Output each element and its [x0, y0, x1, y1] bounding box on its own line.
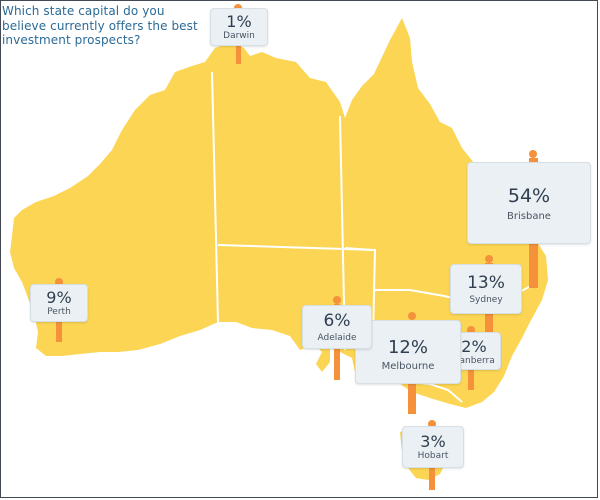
- perth-label: Perth: [47, 307, 71, 317]
- sydney-percent: 13%: [467, 273, 505, 293]
- adelaide-label: Adelaide: [317, 333, 357, 343]
- melbourne-label: Melbourne: [381, 361, 435, 372]
- adelaide-pin: [333, 296, 341, 304]
- mainland-shape: [10, 18, 548, 408]
- melbourne-percent: 12%: [387, 337, 428, 358]
- melbourne-pin: [408, 312, 416, 320]
- canberra-percent: 2%: [461, 337, 487, 356]
- sydney-label: Sydney: [469, 295, 503, 305]
- canberra-label: Canberra: [453, 356, 495, 366]
- brisbane-percent: 54%: [507, 185, 551, 207]
- darwin-percent: 1%: [226, 12, 252, 31]
- melbourne-callout: 12% Melbourne: [355, 320, 461, 384]
- hobart-callout: 3% Hobart: [402, 426, 464, 468]
- brisbane-label: Brisbane: [507, 211, 551, 222]
- darwin-label: Darwin: [223, 31, 255, 41]
- brisbane-pin: [529, 150, 537, 158]
- sydney-pin: [485, 255, 493, 263]
- brisbane-callout: 54% Brisbane: [467, 162, 591, 244]
- hobart-percent: 3%: [420, 432, 446, 451]
- darwin-callout: 1% Darwin: [210, 8, 268, 46]
- canberra-pin: [467, 326, 475, 334]
- adelaide-percent: 6%: [323, 311, 351, 331]
- survey-question: Which state capital do you believe curre…: [2, 4, 198, 47]
- hobart-label: Hobart: [417, 451, 449, 461]
- hobart-pin: [428, 420, 436, 428]
- perth-pin: [55, 278, 63, 286]
- perth-percent: 9%: [46, 288, 72, 307]
- sydney-callout: 13% Sydney: [450, 264, 522, 314]
- perth-callout: 9% Perth: [30, 284, 88, 322]
- adelaide-callout: 6% Adelaide: [302, 305, 372, 349]
